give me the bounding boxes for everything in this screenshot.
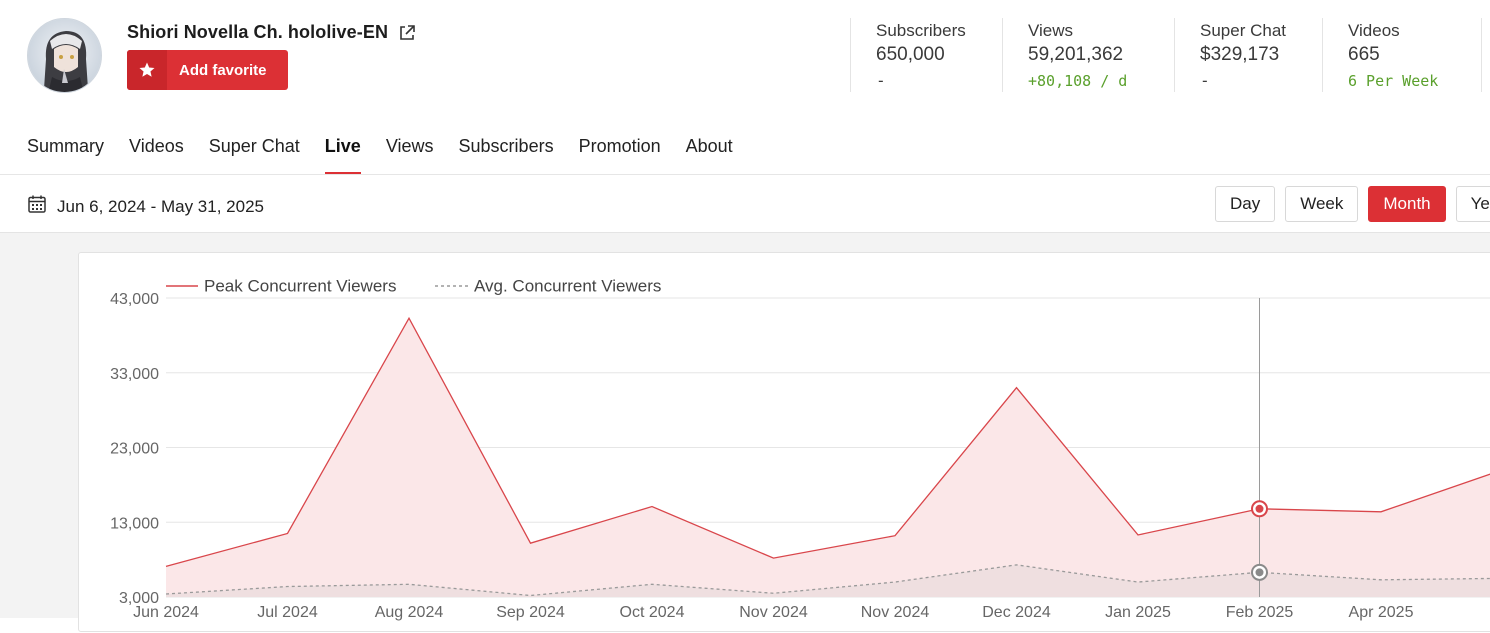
x-tick-label: Sep 2024 — [496, 604, 565, 621]
period-year-button[interactable]: Year — [1455, 186, 1490, 222]
channel-tabs: Summary Videos Super Chat Live Views Sub… — [27, 128, 758, 175]
x-tick-label: Apr 2025 — [1349, 604, 1414, 621]
x-tick-label: Jan 2025 — [1105, 604, 1171, 621]
x-tick-label: Jul 2024 — [257, 604, 318, 621]
stat-label: Super Chat — [1200, 21, 1286, 40]
channel-name-text: Shiori Novella Ch. hololive-EN — [127, 22, 389, 42]
y-tick-label: 13,000 — [110, 515, 159, 532]
add-favorite-label: Add favorite — [179, 61, 267, 79]
tab-views[interactable]: Views — [385, 136, 434, 156]
tab-videos[interactable]: Videos — [129, 136, 184, 156]
stat-value: $329,173 — [1200, 44, 1280, 65]
highlight-point-peak-dot — [1255, 504, 1264, 513]
tab-subscribers[interactable]: Subscribers — [458, 136, 554, 156]
stat-sub: - — [876, 71, 886, 90]
tab-live[interactable]: Live — [324, 128, 361, 175]
stat-label: Videos — [1348, 21, 1400, 40]
peak-area — [166, 318, 1490, 597]
highlight-point-avg-dot — [1255, 568, 1264, 577]
tab-summary[interactable]: Summary — [27, 136, 105, 156]
date-range-text: Jun 6, 2024 - May 31, 2025 — [57, 196, 264, 216]
chart-card: 43,000 33,000 23,000 13,000 3,000 Jun 2024 Jul… — [78, 252, 1490, 632]
tab-super-chat[interactable]: Super Chat — [208, 136, 300, 156]
series-line-peak — [165, 316, 1490, 567]
avg-area — [166, 564, 1490, 597]
x-tick-label: Feb 2025 — [1226, 604, 1294, 621]
add-favorite-button[interactable]: Add favorite — [127, 50, 288, 90]
period-month-button[interactable]: Month — [1368, 186, 1446, 222]
y-tick-label: 3,000 — [119, 590, 159, 607]
tab-promotion[interactable]: Promotion — [578, 136, 661, 156]
y-tick-label: 23,000 — [110, 441, 159, 458]
period-selector: Day Week Month Year — [1215, 186, 1490, 222]
stat-value: 59,201,362 — [1028, 44, 1124, 65]
x-tick-label: Dec 2024 — [982, 604, 1051, 621]
channel-name: Shiori Novella Ch. hololive-EN — [127, 22, 416, 43]
stat-value: 650,000 — [876, 44, 945, 65]
stat-super-chat: Super Chat $329,173 - — [1174, 18, 1322, 92]
stat-value: 665 — [1348, 44, 1380, 65]
stat-label: Subscribers — [876, 21, 966, 40]
stat-sub: 6 Per Week — [1348, 72, 1439, 90]
stat-videos: Videos 665 6 Per Week — [1322, 18, 1482, 92]
external-link-icon[interactable] — [398, 24, 416, 42]
x-tick-label: Aug 2024 — [375, 604, 444, 621]
tab-about[interactable]: About — [685, 136, 733, 156]
stat-subscribers: Subscribers 650,000 - — [850, 18, 1002, 92]
channel-stats: Subscribers 650,000 - Views 59,201,362 +… — [850, 18, 1482, 92]
stat-sub: - — [1200, 71, 1210, 90]
legend-label-peak: Peak Concurrent Viewers — [204, 277, 396, 296]
date-range-picker[interactable]: Jun 6, 2024 - May 31, 2025 — [27, 194, 264, 219]
legend-label-avg: Avg. Concurrent Viewers — [474, 277, 661, 296]
series-line-avg — [165, 564, 1490, 597]
y-tick-label: 43,000 — [110, 291, 159, 308]
stat-sub: +80,108 / d — [1028, 72, 1128, 90]
channel-header: Shiori Novella Ch. hololive-EN Add favor… — [0, 0, 1490, 112]
stat-label: Views — [1028, 21, 1074, 40]
star-icon — [127, 50, 167, 90]
calendar-icon — [27, 194, 47, 219]
y-tick-label: 33,000 — [110, 366, 159, 383]
x-tick-label: Nov 2024 — [739, 604, 808, 621]
x-tick-label: Oct 2024 — [620, 604, 685, 621]
period-day-button[interactable]: Day — [1215, 186, 1276, 222]
x-tick-label: Nov 2024 — [861, 604, 930, 621]
tab-divider — [0, 174, 1490, 175]
period-week-button[interactable]: Week — [1285, 186, 1359, 222]
x-tick-label: Jun 2024 — [133, 604, 199, 621]
avatar[interactable] — [27, 18, 102, 93]
stat-views: Views 59,201,362 +80,108 / d — [1002, 18, 1174, 92]
